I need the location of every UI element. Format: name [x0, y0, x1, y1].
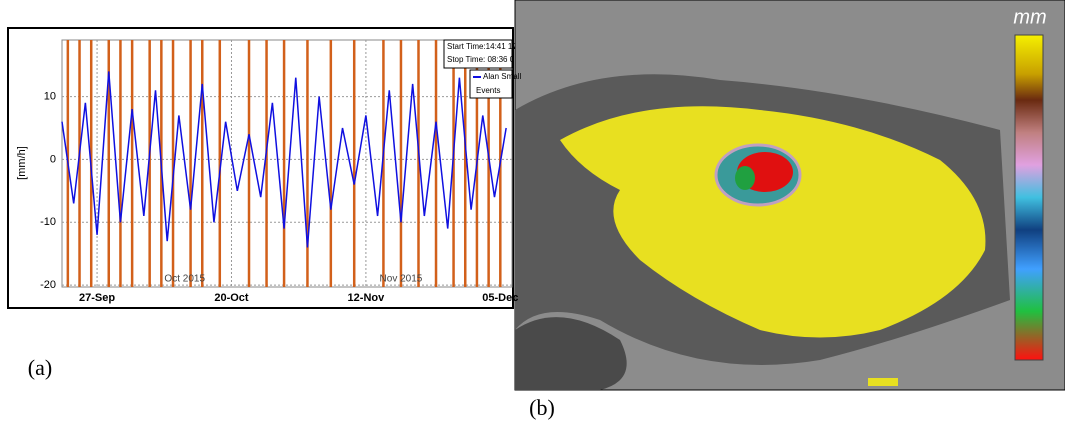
- y-tick-label: 10: [44, 90, 56, 102]
- series-line: [61, 71, 507, 248]
- terrain: [515, 317, 627, 390]
- colorbar: [1014, 34, 1044, 361]
- plot-area: [61, 39, 513, 288]
- legend-label: Alan Small: [483, 72, 521, 81]
- info-text: Start Time:14:41 17/Sep/15: [447, 42, 545, 51]
- legend-box: [469, 69, 513, 99]
- x-tick-label: 05-Dec: [482, 292, 518, 304]
- y-tick-label: -20: [40, 279, 56, 291]
- unit-label: mm: [1013, 6, 1046, 28]
- x-tick-label: 27-Sep: [79, 292, 115, 304]
- annotation: Nov 2015: [380, 274, 423, 285]
- y-tick-label: -10: [40, 216, 56, 228]
- caption: (a): [28, 355, 52, 380]
- deformation-core: [735, 166, 755, 190]
- yellow-zone: [560, 106, 986, 338]
- y-axis-label: [mm/h]: [16, 146, 28, 180]
- x-tick-label: 12-Nov: [348, 292, 386, 304]
- y-tick-label: 0: [50, 153, 56, 165]
- x-tick-label: 20-Oct: [214, 292, 249, 304]
- plot: [61, 40, 512, 287]
- info-box: [443, 39, 513, 69]
- annotation: Oct 2015: [164, 274, 205, 285]
- yellow-patch: [868, 378, 898, 386]
- info-text: Stop Time: 08:36 09/Dec/15: [447, 55, 547, 64]
- legend-label: Events: [476, 86, 500, 95]
- caption: (b): [529, 395, 555, 420]
